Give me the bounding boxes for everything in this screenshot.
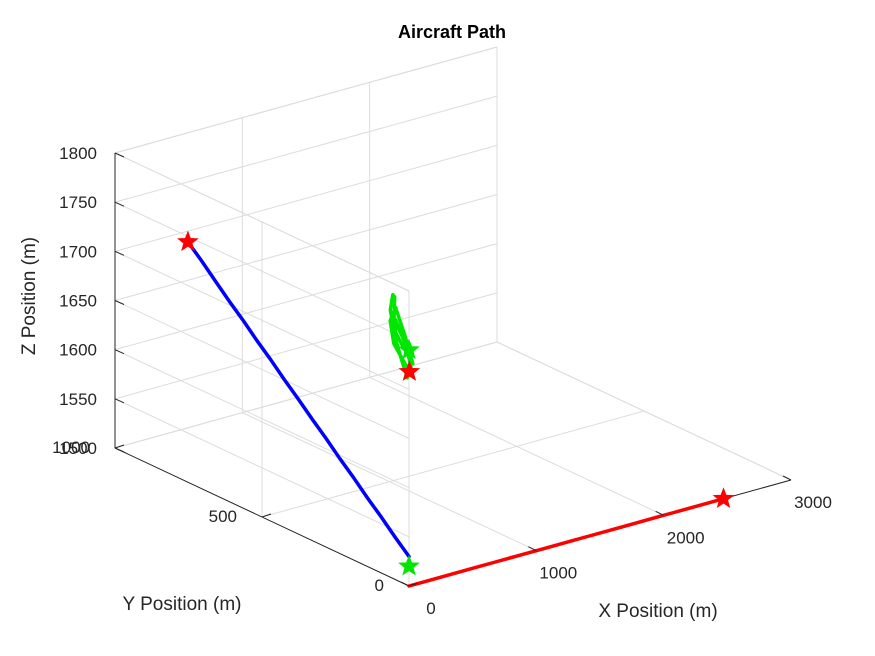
marker-layer (177, 230, 735, 576)
grid-layer (114, 46, 792, 587)
box-edge-top-back (114, 46, 498, 154)
x-tick-mark (400, 581, 410, 587)
z-tick-label: 1550 (59, 390, 97, 409)
y-tick-label: 500 (209, 507, 237, 526)
box-edge-top-side (114, 152, 410, 292)
z-tick-label: 1800 (59, 144, 97, 163)
x-tick-label: 2000 (667, 528, 705, 547)
box-edge-floor-right (496, 341, 792, 481)
grid-line-y-floor (261, 410, 645, 518)
series-line-2 (186, 240, 411, 559)
tick-layer: 0100020003000050010001500155016001650170… (52, 144, 832, 618)
x-tick-mark (655, 510, 664, 516)
x-tick-label: 3000 (794, 493, 832, 512)
star-marker (398, 338, 420, 360)
z-tick-mark (114, 152, 125, 158)
grid-line-z-back (114, 194, 498, 301)
series-line-1 (407, 496, 726, 588)
grid-line-z-side (114, 349, 410, 489)
z-tick-mark (114, 250, 125, 256)
y-axis-label: Y Position (m) (123, 594, 242, 615)
series-layer (186, 240, 726, 588)
grid-line-z-back (114, 292, 498, 400)
grid-line-z-side (114, 250, 410, 390)
grid-line-z-side (114, 398, 410, 538)
grid-line-z-back (114, 144, 498, 252)
y-tick-mark (261, 513, 272, 518)
z-tick-mark (114, 201, 125, 207)
series-line-3 (388, 292, 415, 380)
x-tick-label: 1000 (539, 564, 577, 583)
star-marker (398, 554, 420, 576)
z-tick-label: 1650 (59, 292, 97, 311)
z-tick-label: 1500 (59, 439, 97, 458)
z-tick-mark (114, 349, 125, 355)
y-tick-mark (114, 444, 125, 449)
z-tick-label: 1600 (59, 341, 97, 360)
grid-line-z-side (114, 201, 410, 341)
z-tick-label: 1750 (59, 193, 97, 212)
z-tick-label: 1700 (59, 242, 97, 261)
star-marker (712, 487, 735, 508)
z-tick-mark (114, 447, 125, 453)
x-tick-label: 0 (426, 599, 435, 618)
star-marker (177, 230, 199, 252)
z-tick-mark (114, 300, 125, 305)
z-tick-mark (114, 398, 125, 404)
x-axis-label: X Position (m) (598, 601, 717, 622)
star-marker (398, 360, 421, 381)
grid-line-z-side (114, 300, 410, 439)
x-tick-mark (528, 546, 537, 552)
grid-line-z-back (114, 95, 498, 203)
grid-line-z-back (114, 341, 498, 449)
y-tick-mark (408, 582, 419, 587)
y-tick-label: 0 (375, 576, 384, 595)
y-tick-label: 1000 (52, 438, 90, 457)
grid-line-z-back (114, 243, 498, 351)
z-axis-label: Z Position (m) (19, 237, 40, 355)
x-tick-mark (782, 475, 792, 481)
chart-title: Aircraft Path (398, 22, 506, 42)
